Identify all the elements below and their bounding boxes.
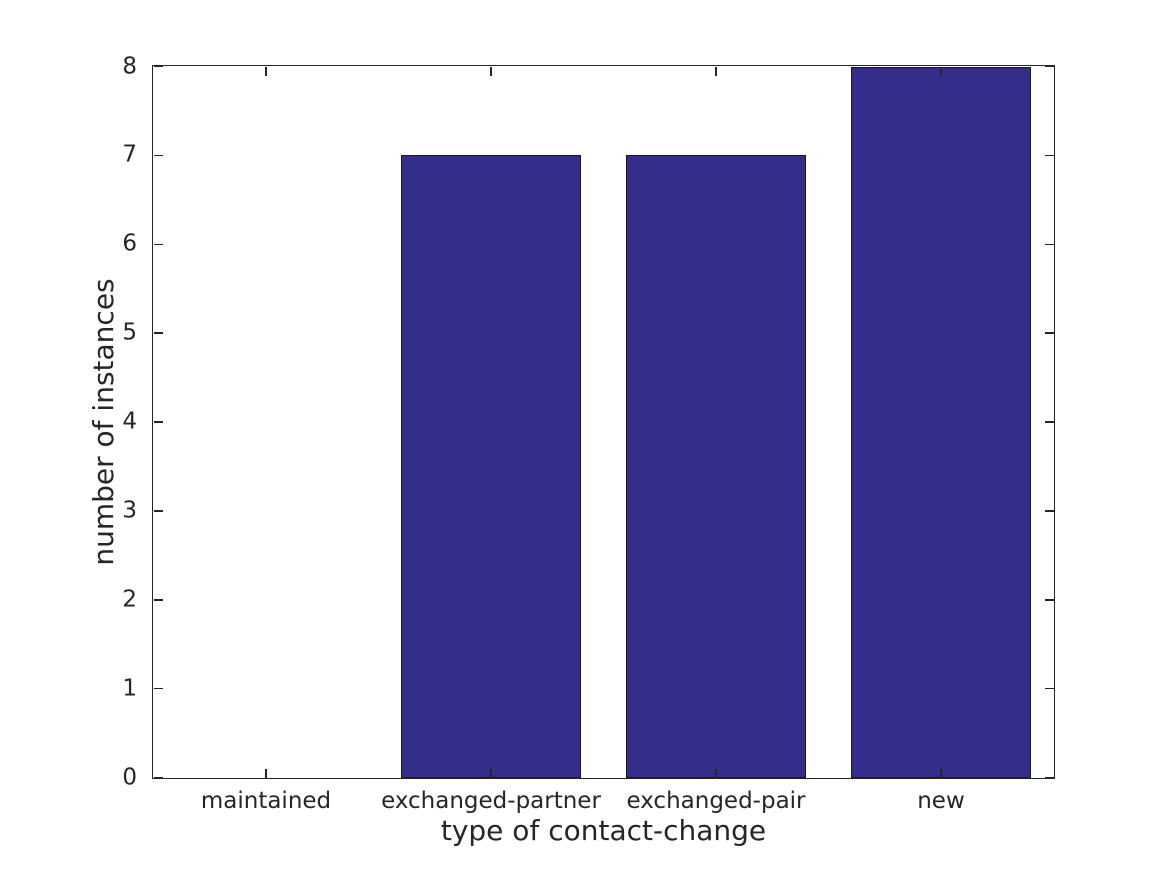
x-tick-bottom: [715, 768, 717, 778]
y-tick-label-1: 1: [122, 675, 137, 702]
y-tick-label-3: 3: [122, 497, 137, 524]
y-tick-left: [153, 599, 163, 601]
y-tick-right: [1044, 687, 1054, 690]
y-tick-right: [1044, 65, 1054, 68]
x-tick-bottom: [940, 768, 942, 778]
x-tick-top: [490, 66, 492, 76]
y-tick-right: [1044, 154, 1054, 157]
y-tick-left: [153, 65, 163, 68]
y-tick-left: [153, 510, 163, 512]
y-tick-right: [1044, 421, 1054, 423]
y-tick-left: [153, 332, 163, 334]
y-tick-label-6: 6: [122, 230, 137, 257]
y-tick-right: [1044, 332, 1054, 334]
x-tick-label-maintained: maintained: [200, 788, 332, 814]
y-axis-title: number of instances: [87, 278, 121, 566]
x-tick-top: [265, 66, 267, 76]
y-tick-right: [1044, 243, 1054, 245]
y-tick-label-5: 5: [122, 319, 137, 346]
y-tick-right: [1044, 599, 1054, 601]
x-tick-label-exchanged-partner: exchanged-partner: [381, 788, 601, 814]
y-tick-label-7: 7: [122, 141, 137, 168]
y-tick-label-0: 0: [122, 764, 137, 790]
x-tick-top: [940, 66, 942, 76]
x-tick-bottom: [265, 768, 267, 778]
y-tick-left: [153, 776, 163, 779]
x-axis-title: type of contact-change: [440, 814, 767, 847]
x-tick-label-new: new: [917, 788, 965, 814]
y-tick-right: [1044, 510, 1054, 512]
y-tick-left: [153, 154, 163, 157]
plot-area: [152, 65, 1055, 779]
y-tick-label-8: 8: [122, 53, 137, 79]
y-tick-left: [153, 687, 163, 690]
x-tick-top: [715, 66, 717, 76]
bar-exchanged-partner: [401, 155, 581, 778]
bar-new: [851, 66, 1031, 778]
y-tick-right: [1044, 776, 1054, 779]
y-tick-label-4: 4: [122, 408, 137, 435]
y-tick-label-2: 2: [122, 586, 137, 613]
x-tick-bottom: [490, 768, 492, 778]
x-tick-label-exchanged-pair: exchanged-pair: [626, 788, 806, 814]
bar-exchanged-pair: [626, 155, 806, 778]
y-tick-left: [153, 421, 163, 423]
y-tick-left: [153, 243, 163, 245]
